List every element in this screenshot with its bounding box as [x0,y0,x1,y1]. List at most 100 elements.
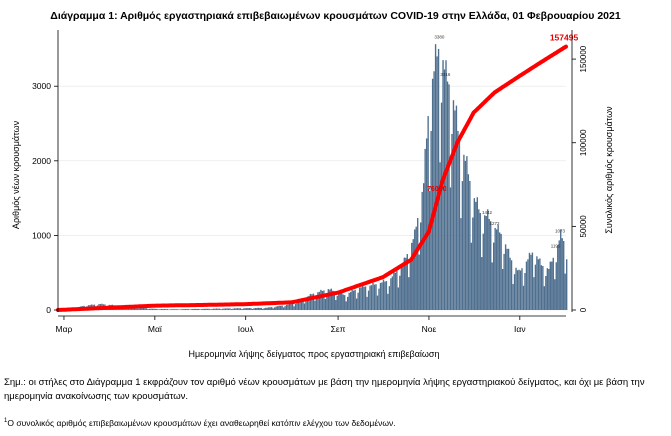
bar [507,248,510,310]
bar [244,308,246,310]
bar [397,287,400,310]
bar [391,276,394,310]
bar [449,187,452,310]
bar [469,180,471,310]
bar [153,308,155,310]
bar [361,285,364,310]
bar [512,284,514,310]
bar-value-labels: 3380 3316 1442 1272 1195 1073 [434,34,565,248]
bar [232,308,234,310]
bar [375,284,377,310]
bar [479,213,481,310]
bar [369,285,371,310]
annotation-label: 76000 [427,186,447,193]
bar [542,265,544,310]
bar [372,282,374,310]
bar [524,273,526,310]
bar [212,308,215,310]
footnote-text: Ο συνολικός αριθμός επιβεβαιωμένων κρουσ… [7,417,396,428]
bar [221,308,224,310]
bar [269,307,271,310]
bar [315,296,318,310]
x-tick-label: Μαρ [56,324,73,334]
bar [199,309,201,310]
bar [509,257,511,310]
bar [253,308,255,310]
bar [425,138,428,310]
bar [305,299,307,310]
bar [403,257,405,310]
bar [312,293,315,310]
right-y-axis: 0 50000 100000 150000 [571,30,588,312]
bar [543,286,546,310]
bar [218,308,221,310]
bar [136,308,139,310]
bar [460,218,462,310]
bar [215,308,218,310]
bar [233,308,236,310]
bar [160,308,163,310]
bar [278,305,280,310]
bar [186,309,188,310]
bar [344,295,346,310]
bar [566,259,568,310]
bar [506,248,508,310]
bar [412,239,414,310]
bar [352,290,355,310]
bar [226,308,228,310]
bar [209,309,212,310]
x-tick-label: Σεπ [331,324,346,334]
bar [299,299,301,310]
bar [206,308,209,310]
bar [516,270,519,310]
bar [187,309,189,310]
bar [266,307,268,310]
bar [347,296,349,310]
bar [521,268,523,310]
bar [367,290,370,310]
y-tick-label: 2000 [32,156,51,166]
bar [311,294,313,310]
y2-tick-label: 0 [579,307,588,312]
y-tick-label: 0 [46,305,51,315]
bar [201,309,203,310]
bar [443,69,446,310]
bar [467,174,470,310]
bar [518,269,520,310]
bar [497,224,499,310]
bar [335,300,337,310]
bar [390,278,392,310]
bar [470,242,473,310]
bar [323,290,325,310]
bar [183,309,185,310]
bar [163,308,166,310]
bar [169,309,172,310]
bar [434,44,437,310]
bar [519,270,522,310]
bar [256,307,258,310]
annotations: 157495 76000 [427,33,578,193]
bar [293,306,295,310]
bar [504,244,507,310]
footnote: 1Ο συνολικός αριθμός επιβεβαιωμένων κρου… [4,414,664,430]
bar [495,229,498,310]
bar [400,265,403,310]
bar [484,215,486,310]
bar-label: 1073 [555,228,566,233]
bar [379,282,382,310]
bar [422,183,425,310]
bar [428,191,431,310]
bar [220,309,222,310]
bar [533,277,535,310]
bar [259,307,261,310]
bar [309,293,312,310]
bar [235,308,237,310]
bar [440,102,443,310]
bar [378,288,380,310]
bar [260,307,262,310]
bar [500,233,502,310]
bar [285,304,288,310]
footnote-marker: 1 [4,418,8,424]
bar [557,245,559,310]
bar [193,308,195,310]
